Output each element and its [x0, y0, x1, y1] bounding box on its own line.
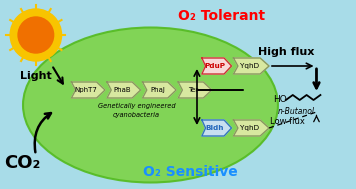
- Polygon shape: [234, 58, 269, 74]
- Text: Ter: Ter: [188, 87, 198, 93]
- Text: PhaJ: PhaJ: [150, 87, 165, 93]
- Text: Genetically engineered
cyanobacteria: Genetically engineered cyanobacteria: [98, 103, 176, 118]
- Text: Light: Light: [20, 71, 52, 81]
- Text: Bldh: Bldh: [206, 125, 224, 131]
- Text: HO: HO: [273, 95, 287, 105]
- Polygon shape: [202, 58, 231, 74]
- Text: n-Butanol: n-Butanol: [278, 107, 315, 116]
- Circle shape: [10, 9, 62, 61]
- Text: O₂ Sensitive: O₂ Sensitive: [143, 165, 237, 179]
- Text: High flux: High flux: [258, 47, 314, 57]
- Ellipse shape: [23, 28, 278, 183]
- Text: O₂ Tolerant: O₂ Tolerant: [178, 9, 265, 23]
- Polygon shape: [202, 120, 231, 136]
- Text: PhaB: PhaB: [113, 87, 131, 93]
- Text: CO₂: CO₂: [4, 154, 40, 172]
- Polygon shape: [72, 82, 105, 98]
- Circle shape: [18, 17, 54, 53]
- Text: YqhD: YqhD: [240, 63, 259, 69]
- Text: NphT7: NphT7: [75, 87, 98, 93]
- Polygon shape: [142, 82, 176, 98]
- Text: YqhD: YqhD: [240, 125, 259, 131]
- Text: PduP: PduP: [204, 63, 225, 69]
- Polygon shape: [178, 82, 212, 98]
- Polygon shape: [107, 82, 141, 98]
- Polygon shape: [234, 120, 269, 136]
- Text: Low flux: Low flux: [271, 117, 305, 126]
